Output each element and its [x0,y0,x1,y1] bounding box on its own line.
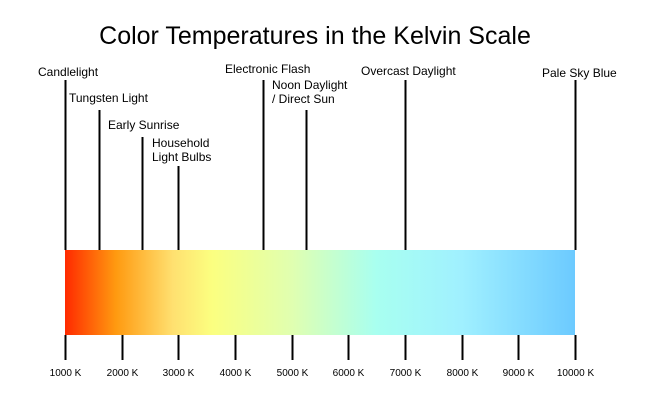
marker-layer: Candlelight Tungsten Light Early Sunrise Ho… [38,62,617,250]
marker-household-light-bulbs: Household Light Bulbs [152,136,211,250]
marker-label: Noon Daylight / Direct Sun [272,78,348,106]
axis-tick: 9000 K [503,335,535,379]
marker-label: Tungsten Light [69,91,149,105]
axis-tick: 10000 K [557,335,595,379]
axis-tick: 1000 K [50,335,82,379]
tick-label: 2000 K [107,368,139,379]
marker-label-line: Overcast Daylight [361,64,456,78]
tick-label: 4000 K [220,368,252,379]
marker-label-line: Pale Sky Blue [542,66,617,80]
marker-label: Overcast Daylight [361,64,456,78]
marker-label: Electronic Flash [225,62,310,76]
page-title: Color Temperatures in the Kelvin Scale [99,22,531,50]
marker-label-line: Light Bulbs [152,150,211,164]
axis-tick: 4000 K [220,335,252,379]
axis-tick: 2000 K [107,335,139,379]
axis-tick: 5000 K [277,335,309,379]
marker-noon-daylight: Noon Daylight / Direct Sun [272,78,348,250]
tick-label: 10000 K [557,368,595,379]
marker-label: Household Light Bulbs [152,136,211,164]
marker-tungsten-light: Tungsten Light [69,91,149,250]
color-temperature-bar [65,250,575,335]
marker-label-line: Household [152,136,209,150]
marker-label: Early Sunrise [108,118,180,132]
axis-tick: 3000 K [163,335,195,379]
tick-label: 9000 K [503,368,535,379]
axis-tick: 7000 K [390,335,422,379]
marker-candlelight: Candlelight [38,65,99,250]
marker-early-sunrise: Early Sunrise [108,118,180,250]
marker-electronic-flash: Electronic Flash [225,62,310,250]
marker-label-line: Electronic Flash [225,62,310,76]
axis-ticks: 1000 K 2000 K 3000 K 4000 K 5000 K 6000 K 7000… [50,335,595,379]
axis-tick: 8000 K [447,335,479,379]
marker-overcast-daylight: Overcast Daylight [361,64,456,250]
tick-label: 3000 K [163,368,195,379]
tick-label: 6000 K [333,368,365,379]
tick-label: 7000 K [390,368,422,379]
marker-label-line: Noon Daylight [272,78,348,92]
marker-label-line: Early Sunrise [108,118,180,132]
tick-label: 5000 K [277,368,309,379]
axis-tick: 6000 K [333,335,365,379]
tick-label: 8000 K [447,368,479,379]
marker-label-line: Tungsten Light [69,91,149,105]
marker-label: Candlelight [38,65,99,79]
tick-label: 1000 K [50,368,82,379]
marker-label: Pale Sky Blue [542,66,617,80]
marker-label-line: / Direct Sun [272,92,335,106]
marker-pale-sky-blue: Pale Sky Blue [542,66,617,250]
marker-label-line: Candlelight [38,65,99,79]
